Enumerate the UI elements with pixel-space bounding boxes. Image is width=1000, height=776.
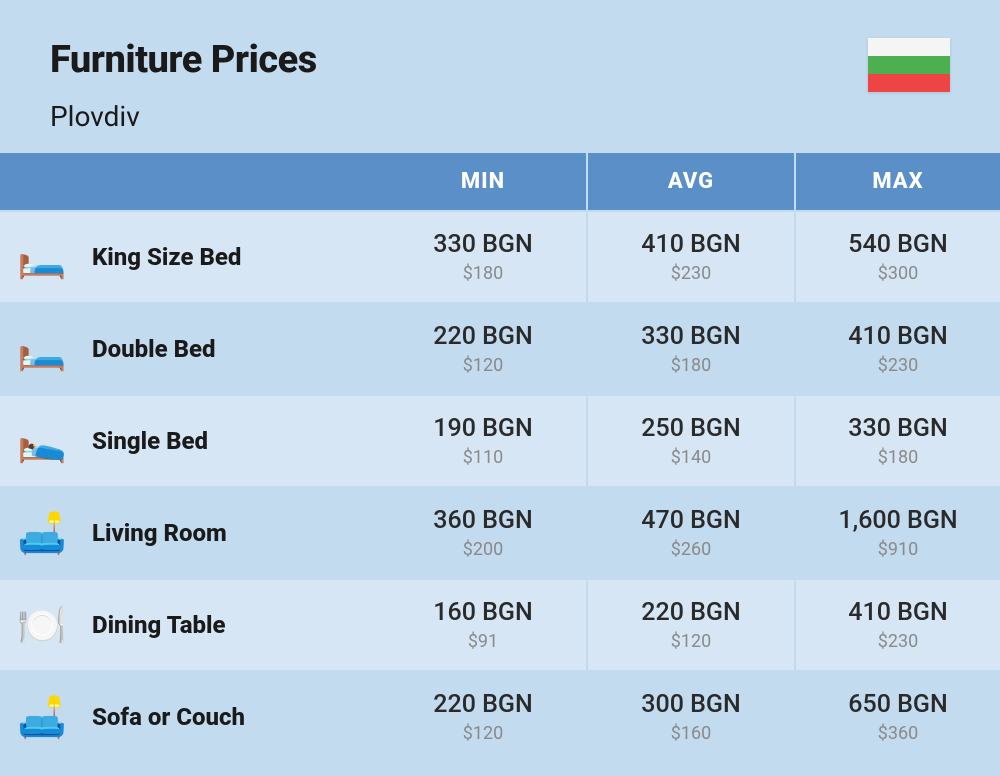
price-avg: 470 BGN $260 [588, 488, 794, 578]
price-usd: $230 [878, 355, 918, 376]
price-table: MIN AVG MAX 🛏️King Size Bed 330 BGN $180 41… [0, 153, 1000, 762]
table-row: 🛏️Double Bed 220 BGN $120 330 BGN $180 410 BG… [0, 302, 1000, 394]
price-max: 330 BGN $180 [796, 396, 1000, 486]
price-avg: 300 BGN $160 [588, 672, 794, 762]
table-row: 🛋️Sofa or Couch 220 BGN $120 300 BGN $160 650… [0, 670, 1000, 762]
price-max: 410 BGN $230 [796, 580, 1000, 670]
price-local: 220 BGN [433, 322, 532, 351]
table-body: 🛏️King Size Bed 330 BGN $180 410 BGN $230 540… [0, 210, 1000, 762]
price-min: 190 BGN $110 [380, 396, 586, 486]
table-row: 🛋️Living Room 360 BGN $200 470 BGN $260 1,600… [0, 486, 1000, 578]
furniture-name: Double Bed [84, 304, 380, 394]
page-subtitle: Plovdiv [50, 100, 317, 133]
price-min: 220 BGN $120 [380, 304, 586, 394]
price-local: 360 BGN [433, 506, 532, 535]
furniture-name: Dining Table [84, 580, 380, 670]
furniture-icon: 🛋️ [0, 488, 84, 578]
price-max: 1,600 BGN $910 [796, 488, 1000, 578]
price-local: 410 BGN [641, 230, 740, 259]
price-local: 330 BGN [433, 230, 532, 259]
price-usd: $140 [671, 447, 711, 468]
price-local: 330 BGN [641, 322, 740, 351]
price-min: 160 BGN $91 [380, 580, 586, 670]
table-header-row: MIN AVG MAX [0, 153, 1000, 210]
price-local: 540 BGN [848, 230, 947, 259]
table-row: 🛏️King Size Bed 330 BGN $180 410 BGN $230 540… [0, 210, 1000, 302]
table-row: 🛌Single Bed 190 BGN $110 250 BGN $140 330 BGN… [0, 394, 1000, 486]
price-min: 330 BGN $180 [380, 212, 586, 302]
price-local: 470 BGN [641, 506, 740, 535]
flag-stripe-3 [868, 74, 950, 92]
price-local: 410 BGN [848, 598, 947, 627]
furniture-name: Single Bed [84, 396, 380, 486]
price-max: 540 BGN $300 [796, 212, 1000, 302]
table-row: 🍽️Dining Table 160 BGN $91 220 BGN $120 410 B… [0, 578, 1000, 670]
price-usd: $110 [463, 447, 503, 468]
price-local: 650 BGN [848, 690, 947, 719]
price-max: 410 BGN $230 [796, 304, 1000, 394]
price-local: 220 BGN [641, 598, 740, 627]
price-usd: $260 [671, 539, 711, 560]
furniture-icon: 🛏️ [0, 304, 84, 394]
price-usd: $360 [878, 723, 918, 744]
price-usd: $230 [671, 263, 711, 284]
price-avg: 410 BGN $230 [588, 212, 794, 302]
col-header-min: MIN [380, 153, 586, 210]
furniture-name: King Size Bed [84, 212, 380, 302]
price-local: 250 BGN [641, 414, 740, 443]
page-header: Furniture Prices Plovdiv [0, 0, 1000, 153]
price-usd: $160 [671, 723, 711, 744]
col-header-name [84, 153, 380, 210]
col-header-avg: AVG [588, 153, 794, 210]
price-usd: $230 [878, 631, 918, 652]
flag-stripe-2 [868, 56, 950, 74]
price-local: 160 BGN [433, 598, 532, 627]
price-usd: $180 [463, 263, 503, 284]
col-header-icon [0, 153, 84, 210]
price-usd: $180 [878, 447, 918, 468]
col-header-max: MAX [796, 153, 1000, 210]
furniture-icon: 🍽️ [0, 580, 84, 670]
country-flag-icon [868, 38, 950, 92]
title-block: Furniture Prices Plovdiv [50, 38, 317, 133]
flag-stripe-1 [868, 38, 950, 56]
furniture-name: Sofa or Couch [84, 672, 380, 762]
price-usd: $120 [463, 723, 503, 744]
price-usd: $120 [463, 355, 503, 376]
price-local: 330 BGN [848, 414, 947, 443]
furniture-name: Living Room [84, 488, 380, 578]
furniture-icon: 🛌 [0, 396, 84, 486]
price-avg: 330 BGN $180 [588, 304, 794, 394]
price-usd: $180 [671, 355, 711, 376]
price-usd: $910 [878, 539, 918, 560]
price-avg: 220 BGN $120 [588, 580, 794, 670]
price-min: 220 BGN $120 [380, 672, 586, 762]
price-local: 190 BGN [433, 414, 532, 443]
price-min: 360 BGN $200 [380, 488, 586, 578]
price-local: 410 BGN [848, 322, 947, 351]
page-container: Furniture Prices Plovdiv MIN AVG MAX 🛏️K… [0, 0, 1000, 776]
price-local: 220 BGN [433, 690, 532, 719]
furniture-icon: 🛋️ [0, 672, 84, 762]
price-max: 650 BGN $360 [796, 672, 1000, 762]
price-local: 1,600 BGN [838, 506, 957, 535]
price-usd: $91 [468, 631, 498, 652]
price-usd: $300 [878, 263, 918, 284]
price-avg: 250 BGN $140 [588, 396, 794, 486]
price-usd: $120 [671, 631, 711, 652]
price-local: 300 BGN [641, 690, 740, 719]
page-title: Furniture Prices [50, 38, 317, 82]
furniture-icon: 🛏️ [0, 212, 84, 302]
price-usd: $200 [463, 539, 503, 560]
